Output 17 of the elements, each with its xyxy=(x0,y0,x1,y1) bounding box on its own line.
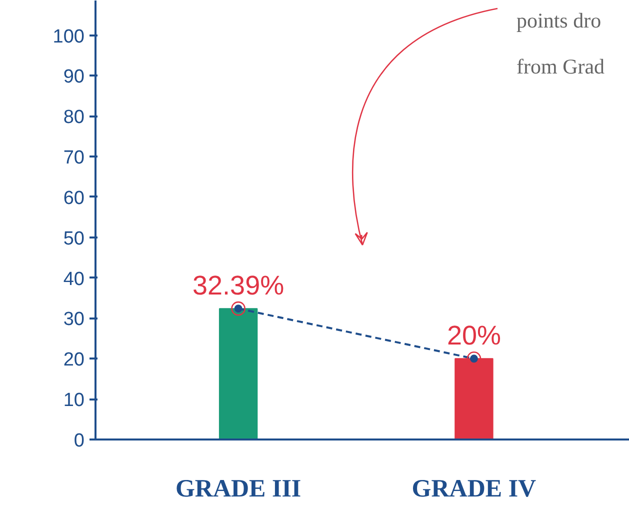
y-tick-label: 50 xyxy=(63,228,85,250)
y-tick-label: 60 xyxy=(63,188,85,209)
y-tick-label: 30 xyxy=(63,309,85,330)
y-tick-label: 90 xyxy=(63,66,85,88)
y-tick-label: 80 xyxy=(63,107,85,128)
annotation: points dro xyxy=(516,8,602,32)
x-tick-label: GRADE IV xyxy=(412,476,536,502)
text: 20% xyxy=(446,320,501,351)
y-tick-label: 40 xyxy=(63,268,85,290)
x-tick-label: GRADE III xyxy=(175,476,302,502)
y-tick-label: 70 xyxy=(63,148,85,169)
y-tick-label: 100 xyxy=(52,26,84,48)
annotation: from Grad xyxy=(516,54,606,78)
y-tick-label: 0 xyxy=(74,430,85,452)
text: 32.39% xyxy=(192,270,284,301)
y-tick-label: 10 xyxy=(63,390,85,412)
y-tick-label: 20 xyxy=(63,350,85,371)
